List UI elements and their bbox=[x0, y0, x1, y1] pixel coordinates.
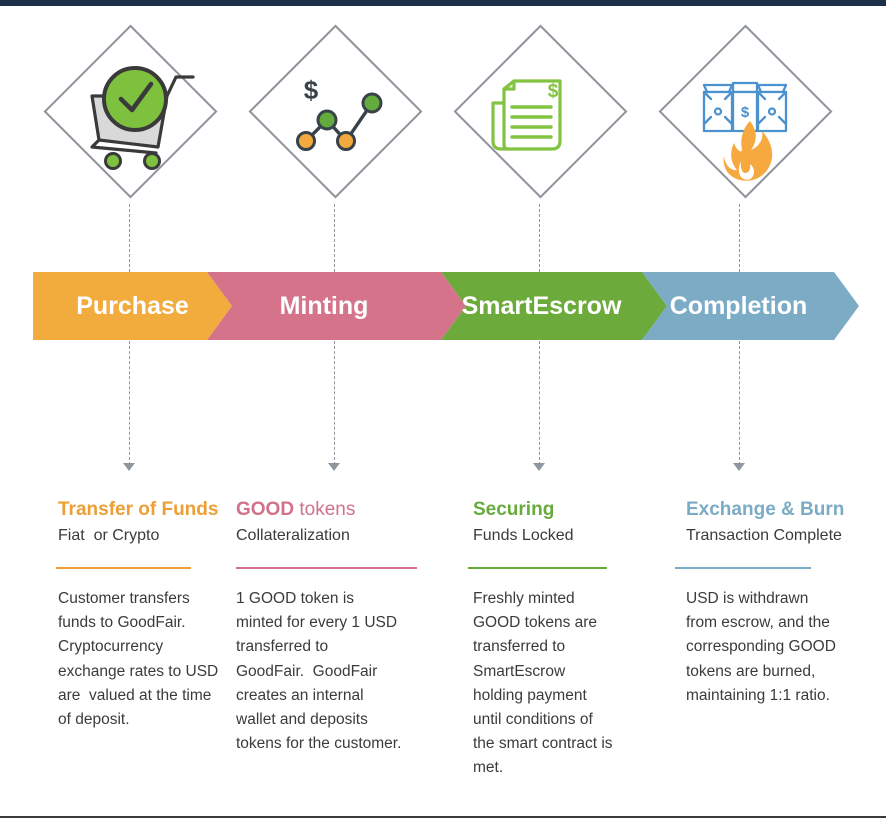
svg-text:$: $ bbox=[304, 75, 319, 105]
svg-text:$: $ bbox=[741, 104, 750, 121]
svg-text:$: $ bbox=[548, 81, 559, 102]
